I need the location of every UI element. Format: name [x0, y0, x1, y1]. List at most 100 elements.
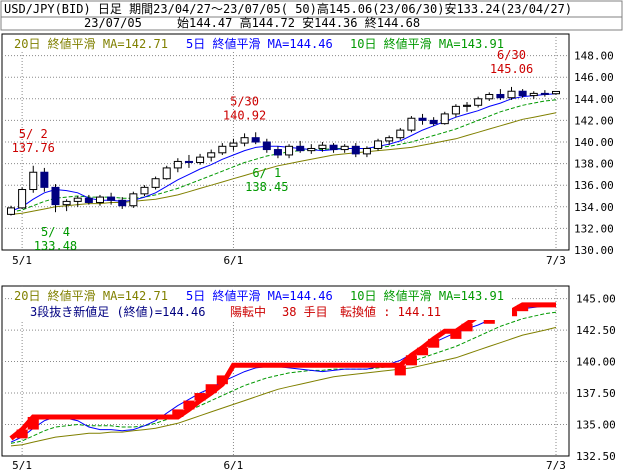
header-ohlc-box — [0, 16, 623, 31]
candle-body — [485, 93, 494, 100]
candle-body — [385, 137, 394, 142]
y-tick-label: 140.00 — [576, 356, 616, 369]
candle-body — [362, 147, 371, 155]
legend-ma20-bottom: 20日 終値平滑 MA=142.71 — [14, 288, 168, 303]
candle-body — [240, 137, 249, 144]
candle-body — [29, 171, 38, 191]
x-tick-label: 7/3 — [546, 459, 566, 472]
candle-body — [262, 141, 271, 151]
new-price-brick — [27, 416, 39, 430]
candle-body — [129, 193, 138, 207]
y-tick-label: 138.00 — [574, 158, 614, 171]
candle-body — [296, 145, 305, 152]
y-tick-label: 135.00 — [576, 419, 616, 432]
new-price-turn: 転換値 : 144.11 — [340, 304, 441, 319]
annotation-value: 133.48 — [34, 239, 77, 253]
new-price-brick — [517, 304, 529, 312]
x-tick-label: 5/1 — [12, 254, 32, 267]
candle-body — [463, 104, 472, 107]
y-tick-label: 132.00 — [574, 222, 614, 235]
candle-body — [95, 196, 104, 203]
new-price-brick — [183, 400, 195, 410]
y-tick-label: 144.00 — [574, 93, 614, 106]
candle-body — [151, 178, 160, 188]
new-price-brick — [394, 365, 406, 376]
legend-ma5-bottom: 5日 終値平滑 MA=144.46 — [186, 288, 333, 303]
legend-ma5: 5日 終値平滑 MA=144.46 — [186, 36, 333, 51]
candle-body — [251, 137, 260, 143]
new-price-panel: 132.50 135.00 137.50 140.00 142.50 145.00 5/1… — [1, 285, 616, 472]
candle-body — [218, 145, 227, 154]
annotation-value: 137.76 — [12, 141, 55, 155]
candle-body — [329, 144, 338, 151]
annotation-value: 145.06 — [490, 62, 533, 76]
candle-body — [451, 105, 460, 115]
new-price-level-line — [9, 302, 556, 441]
candle-body — [418, 117, 427, 121]
candle-body — [507, 90, 516, 99]
y-tick-label: 142.50 — [576, 324, 616, 337]
candle-body — [196, 156, 205, 164]
annotation-value: 140.92 — [223, 108, 266, 122]
new-price-brick — [461, 323, 473, 332]
candle-body — [18, 189, 27, 209]
candle-body — [140, 186, 149, 195]
candle-body — [407, 117, 416, 131]
new-price-brick — [405, 355, 417, 366]
new-price-brick — [428, 338, 440, 348]
y-tick-label: 146.00 — [574, 71, 614, 84]
candle-body — [496, 93, 505, 99]
candle-body — [273, 149, 282, 156]
legend-ma20: 20日 終値平滑 MA=142.71 — [14, 36, 168, 51]
candle-body — [62, 200, 71, 206]
candle-body — [118, 199, 127, 207]
candlestick-y-axis: 130.00 132.00 134.00 136.00 138.00 140.00 142.… — [574, 50, 614, 257]
y-tick-label: 140.00 — [574, 136, 614, 149]
candle-body — [474, 98, 483, 106]
annotation-value: 138.45 — [245, 180, 288, 194]
new-price-brick — [16, 429, 28, 439]
candle-body — [552, 90, 560, 95]
candle-body — [351, 145, 360, 155]
candle-body — [73, 197, 82, 202]
candle-body — [518, 90, 527, 97]
new-price-brick — [450, 331, 462, 339]
candle-body — [84, 197, 93, 203]
x-tick-label: 5/1 — [12, 459, 32, 472]
candle-body — [207, 152, 216, 158]
new-price-brick — [194, 393, 206, 401]
candle-body — [529, 92, 538, 97]
new-price-status: 3段抜き新値足 (終値)=144.46 — [30, 304, 205, 319]
new-price-count: 38 手目 — [282, 305, 328, 319]
x-tick-label: 6/1 — [223, 254, 243, 267]
candle-body — [107, 196, 116, 201]
new-price-mode: 陽転中 — [230, 304, 266, 319]
y-tick-label: 145.00 — [576, 293, 616, 306]
candles — [7, 86, 560, 216]
y-tick-label: 130.00 — [574, 244, 614, 257]
candle-body — [229, 142, 238, 147]
candle-body — [51, 186, 60, 206]
new-price-brick — [416, 347, 429, 356]
ma10-line — [10, 311, 557, 444]
x-tick-label: 6/1 — [223, 459, 243, 472]
new-price-y-axis: 132.50 135.00 137.50 140.00 142.50 145.00 — [576, 293, 616, 463]
header-title: USD/JPY(BID) 日足 期間23/04/27～23/07/05( 50)… — [4, 1, 572, 16]
candle-body — [285, 145, 294, 156]
y-tick-label: 137.50 — [576, 387, 616, 400]
candle-body — [7, 207, 15, 215]
ma20-line — [10, 112, 557, 215]
candle-body — [307, 147, 316, 152]
candle-body — [374, 140, 383, 149]
header-ohlc: 始144.47 高144.72 安144.36 終144.68 — [177, 15, 420, 30]
legend-ma10-bottom: 10日 終値平滑 MA=143.91 — [350, 288, 504, 303]
new-price-brick — [172, 409, 184, 417]
candle-body — [40, 171, 49, 188]
candle-body — [184, 160, 193, 164]
candle-body — [429, 119, 438, 125]
legend-ma10: 10日 終値平滑 MA=143.91 — [350, 36, 504, 51]
candle-body — [173, 160, 182, 169]
candle-body — [162, 167, 171, 180]
y-tick-label: 132.50 — [576, 450, 616, 463]
